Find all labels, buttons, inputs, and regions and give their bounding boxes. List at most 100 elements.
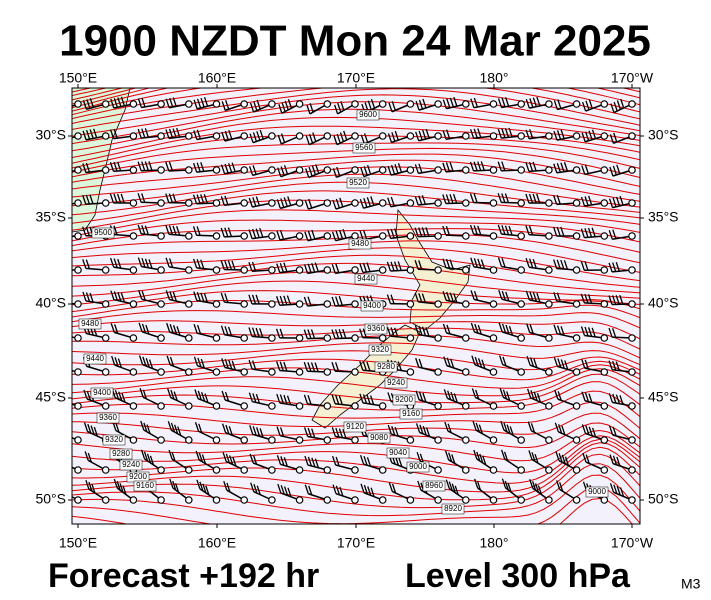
wind-barb-feather xyxy=(480,259,486,269)
wind-barb-feather xyxy=(62,360,65,369)
wind-barb-feather xyxy=(168,449,173,460)
wind-barb-feather xyxy=(55,326,58,335)
wind-barb-feather xyxy=(448,452,453,462)
station xyxy=(351,466,359,474)
wind-barb-feather xyxy=(501,128,506,138)
wind-barb-feather xyxy=(199,481,204,492)
wind-barb-feather xyxy=(447,423,452,433)
wind-barb-feather xyxy=(386,261,392,272)
wind-barb-feather xyxy=(192,194,198,204)
wind-barb-feather xyxy=(560,129,565,139)
wind-barb-feather xyxy=(613,101,618,112)
wind-barb-feather xyxy=(553,291,558,302)
wind-barb-feather xyxy=(283,394,288,405)
wind-barb-feather xyxy=(471,388,477,398)
wind-barb-feather xyxy=(560,226,565,237)
station xyxy=(212,402,221,410)
wind-barb-feather xyxy=(220,325,226,335)
wind-barb-feather xyxy=(192,162,198,173)
wind-barb-feather xyxy=(276,199,281,209)
wind-barb-feather xyxy=(311,165,317,175)
wind-barb-feather xyxy=(82,259,87,269)
contour-label: 9400 xyxy=(363,301,381,310)
contour-line xyxy=(72,350,640,371)
wind-barb-feather xyxy=(312,132,317,142)
wind-barb-feather xyxy=(556,226,561,237)
wind-barb-feather xyxy=(475,389,480,400)
wind-barb-feather xyxy=(192,226,198,236)
wind-barb-feather xyxy=(146,424,151,434)
wind-barb-feather xyxy=(331,264,336,274)
station xyxy=(572,266,581,274)
wind-barb-feather xyxy=(331,329,336,339)
wind-barb-feather xyxy=(471,355,476,365)
wind-barb-feather xyxy=(553,259,558,269)
station xyxy=(600,496,609,504)
station xyxy=(129,132,138,140)
wind-barb-feather xyxy=(359,361,364,371)
wind-barb-feather xyxy=(86,99,91,109)
wind-barb-feather xyxy=(499,388,504,398)
wind-barb-feather xyxy=(250,482,255,492)
wind-barb-feather xyxy=(445,194,451,204)
wind-barb-feather xyxy=(227,227,233,237)
wind-barb-feather xyxy=(307,230,312,241)
station xyxy=(74,436,82,444)
contour-label: 9160 xyxy=(136,481,154,490)
wind-barb-feather xyxy=(445,162,451,172)
wind-barb-feather xyxy=(168,258,174,268)
wind-barb-feather xyxy=(193,323,198,334)
wind-barb-feather xyxy=(419,453,424,463)
wind-barb-feather xyxy=(556,259,561,270)
wind-barb-feather xyxy=(115,422,120,433)
contour-label: 9440 xyxy=(86,354,104,363)
station xyxy=(101,100,110,108)
contour-label-box xyxy=(374,361,398,373)
station xyxy=(240,266,249,274)
station xyxy=(351,300,359,308)
wind-barb-feather xyxy=(530,390,535,400)
wind-barb-feather xyxy=(478,424,483,434)
wind-barb-feather xyxy=(501,478,507,488)
wind-barb-feather xyxy=(415,390,420,400)
wind-barb-feather xyxy=(55,165,58,174)
wind-barb-feather xyxy=(442,162,447,173)
wind-barb-feather xyxy=(177,426,182,436)
wind-barb-feather xyxy=(446,98,451,109)
wind-barb-feather xyxy=(166,355,171,366)
station xyxy=(129,199,138,207)
contour-label: 9200 xyxy=(395,395,413,404)
wind-barb-feather xyxy=(558,453,563,463)
station xyxy=(461,368,470,376)
wind-barb-feather xyxy=(422,392,427,403)
station xyxy=(157,166,165,174)
wind-barb-feather xyxy=(473,449,478,460)
station xyxy=(101,334,110,342)
wind-barb-feather xyxy=(228,130,233,140)
wind-barb-feather xyxy=(314,362,319,372)
wind-barb-feather xyxy=(331,427,336,437)
station xyxy=(240,496,249,504)
wind-barb-feather xyxy=(391,101,396,111)
station xyxy=(101,368,110,376)
station xyxy=(268,496,276,504)
wind-barb-feather xyxy=(444,421,449,432)
wind-barb-feather xyxy=(470,257,475,267)
wind-barb-feather xyxy=(194,389,199,399)
wind-barb-feather xyxy=(249,102,255,113)
contour-label-box xyxy=(356,109,380,121)
contour-line xyxy=(72,342,640,366)
wind-barb-feather xyxy=(304,199,309,210)
station xyxy=(517,402,526,410)
station xyxy=(545,132,553,140)
wind-barb-feather xyxy=(202,483,207,494)
wind-barb-feather xyxy=(479,453,484,464)
wind-barb-feather xyxy=(449,194,454,204)
wind-barb-feather xyxy=(591,227,596,237)
wind-barb-feather xyxy=(563,162,569,172)
wind-barb-feather xyxy=(390,196,395,207)
contour-label: 9400 xyxy=(93,388,111,397)
wind-barb-feather xyxy=(339,486,344,497)
station xyxy=(600,436,609,444)
wind-barb-feather xyxy=(359,263,364,273)
